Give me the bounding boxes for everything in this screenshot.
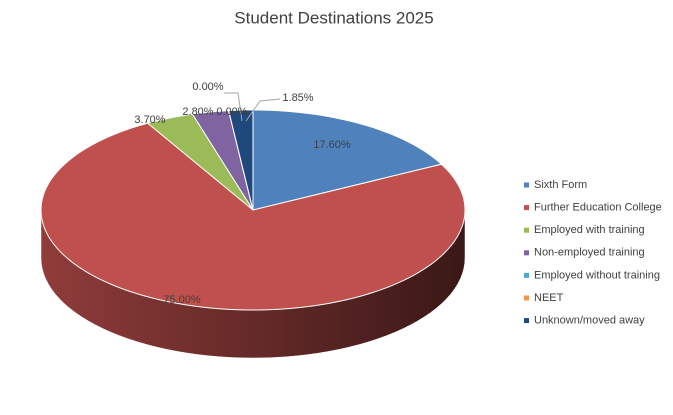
legend-label: Unknown/moved away — [534, 315, 645, 327]
data-label: 3.70% — [134, 114, 165, 126]
legend-swatch — [524, 205, 529, 211]
data-label: 0.00% — [192, 81, 223, 93]
legend-label: Employed with training — [534, 224, 645, 236]
slice — [146, 113, 254, 211]
leader-line — [245, 98, 281, 122]
data-label: 17.60% — [313, 139, 351, 151]
legend-label: Non-employed training — [534, 247, 645, 259]
legend-label: NEET — [534, 292, 564, 304]
legend-label: Further Education College — [534, 202, 662, 214]
legend-swatch — [524, 250, 529, 256]
data-label: 75.00% — [163, 294, 201, 306]
legend-swatch — [524, 295, 529, 301]
legend-swatch — [524, 182, 529, 188]
slice — [252, 109, 443, 211]
legend-label: Employed without training — [534, 269, 660, 281]
slice — [40, 122, 466, 311]
data-label: 0.00% — [216, 106, 247, 118]
legend-swatch — [524, 318, 529, 324]
leader-line — [224, 92, 243, 122]
legend-label: Sixth Form — [534, 179, 587, 191]
data-label: 1.85% — [282, 92, 313, 104]
slice — [191, 110, 254, 211]
data-label: 2.80% — [182, 106, 213, 118]
legend-swatch — [524, 272, 529, 278]
chart-title: Student Destinations 2025 — [234, 8, 433, 27]
legend-swatch — [524, 227, 529, 233]
